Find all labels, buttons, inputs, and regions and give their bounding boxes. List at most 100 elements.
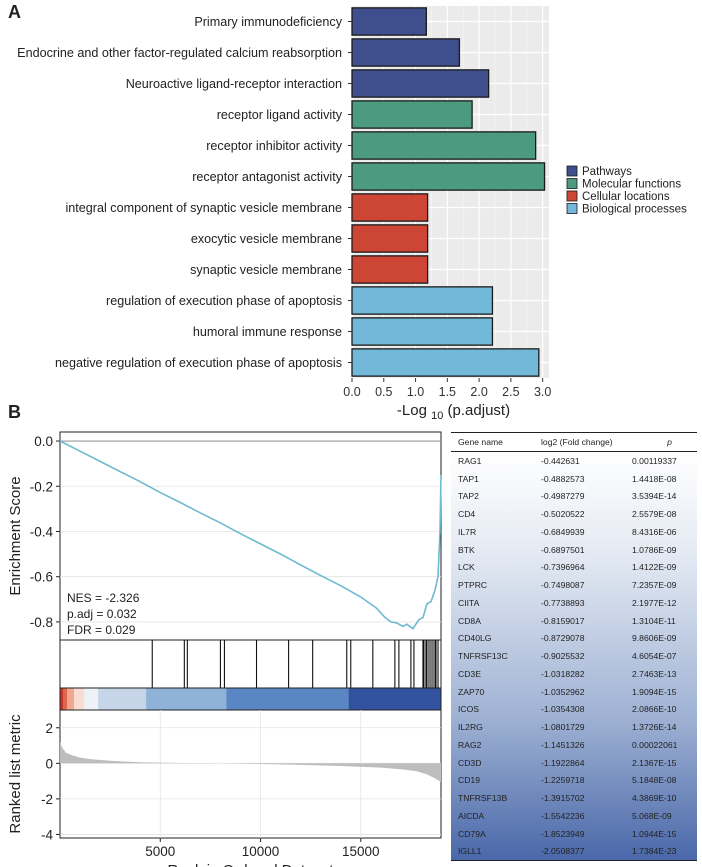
rank-color-segment-4 (74, 688, 85, 710)
fold-change-cell: -0.6849939 (541, 526, 585, 537)
gene-name-cell: CIITA (458, 597, 480, 608)
panel-label-b: B (8, 402, 21, 422)
gene-name-cell: BTK (458, 544, 475, 555)
legend-swatch-cellular (566, 190, 578, 202)
gene-name-cell: AICDA (458, 810, 485, 821)
p-value-cell: 5.068E-09 (632, 810, 672, 821)
fold-change-cell: -2.0508377 (541, 846, 585, 857)
gene-name-cell: CD79A (458, 828, 486, 839)
table-row: TAP2 -0.4987279 3.5394E-14 (451, 488, 697, 506)
metric-y-tick-label-3: -4 (41, 827, 53, 842)
p-value-cell: 0.00022061 (632, 739, 678, 750)
rank-color-segment-3 (67, 688, 75, 710)
metric-x-tick-label-1: 10000 (242, 844, 280, 859)
es-y-axis-title: Enrichment Score (7, 476, 24, 595)
p-value-cell: 1.4122E-09 (632, 562, 677, 573)
fold-change-cell: -1.0354308 (541, 704, 585, 715)
x-axis-title-main: -Log (397, 402, 431, 419)
bar-11 (351, 317, 494, 346)
p-value-cell: 5.1848E-08 (632, 775, 677, 786)
table-row: ICOS -1.0354308 2.0866E-10 (451, 701, 697, 719)
p-value-cell: 1.9094E-15 (632, 686, 677, 697)
bar-1 (351, 7, 428, 36)
bar-12 (351, 348, 540, 377)
table-row: CD3E -1.0318282 2.7463E-13 (451, 665, 697, 683)
table-row: LCK -0.7396964 1.4122E-09 (451, 559, 697, 577)
metric-x-tick-label-0: 5000 (145, 844, 175, 859)
table-row: CD79A -1.8523949 1.0944E-15 (451, 825, 697, 843)
p-value-cell: 1.0786E-09 (632, 544, 677, 555)
es-stat-2: p.adj = 0.032 (67, 607, 137, 621)
x-tick-label-3: 1.5 (439, 385, 456, 399)
fold-change-cell: -1.2259718 (541, 775, 585, 786)
rank-color-segment-5 (84, 688, 99, 710)
fold-change-cell: -0.7396964 (541, 562, 585, 573)
bar-chart-enrichment: Primary immunodeficiency Endocrine and ot… (17, 6, 687, 422)
p-value-cell: 8.4316E-06 (632, 526, 677, 537)
fold-change-cell: -0.442631 (541, 455, 580, 466)
es-y-tick-label-3: -0.6 (30, 570, 53, 585)
header-p: p (667, 437, 672, 447)
es-y-tick-label-0: 0.0 (34, 434, 53, 449)
fold-change-cell: -1.1451326 (541, 739, 585, 750)
x-tick-label-4: 2.0 (470, 385, 487, 399)
fold-change-cell: -0.4987279 (541, 491, 585, 502)
gene-table: Gene name log2 (Fold change) p RAG1 -0.44… (451, 432, 697, 861)
fold-change-cell: -0.8729078 (541, 633, 585, 644)
gene-name-cell: CD3D (458, 757, 482, 768)
table-row: AICDA -1.5542236 5.068E-09 (451, 807, 697, 825)
rank-color-segment-9 (348, 688, 442, 710)
table-row: CD40LG -0.8729078 9.8606E-09 (451, 630, 697, 648)
category-label-4: receptor ligand activity (217, 108, 343, 122)
header-log2-fold-change: log2 (Fold change) (541, 437, 613, 447)
gene-name-cell: TAP1 (458, 473, 479, 484)
legend-label-pathways: Pathways (582, 166, 632, 178)
x-tick-label-1: 0.5 (375, 385, 392, 399)
gene-name-cell: TNFRSF13B (458, 793, 508, 803)
es-y-tick-label-1: -0.2 (30, 479, 53, 494)
legend-label-biological: Biological processes (582, 204, 687, 216)
plot-background-a (352, 6, 549, 378)
table-row: RAG2 -1.1451326 0.00022061 (451, 736, 697, 754)
gsea-plot: 0.0 -0.2 -0.4 -0.6 -0.8 NES = -2.326 p.adj = 0… (7, 431, 442, 867)
legend-label-molecular: Molecular functions (582, 179, 681, 191)
category-label-9: synaptic vesicle membrane (190, 263, 342, 277)
bar-5 (351, 131, 537, 160)
bar-3 (351, 69, 490, 98)
p-value-cell: 4.6054E-07 (632, 651, 677, 661)
category-label-6: receptor antagonist activity (192, 170, 343, 184)
header-gene-name: Gene name (458, 437, 503, 447)
fold-change-cell: -0.5020522 (541, 509, 585, 519)
rank-color-segment-6 (98, 688, 147, 710)
enrichment-score-line (59, 440, 442, 630)
fold-change-cell: -1.8523949 (541, 828, 585, 839)
rank-color-segment-8 (226, 688, 350, 710)
table-row: TNFRSF13C -0.9025532 4.6054E-07 (451, 647, 697, 665)
category-label-3: Neuroactive ligand-receptor interaction (126, 77, 342, 91)
p-value-cell: 2.0866E-10 (632, 704, 677, 715)
p-value-cell: 1.3104E-11 (632, 615, 676, 626)
gene-name-cell: TAP2 (458, 491, 479, 502)
table-row: CD8A -0.8159017 1.3104E-11 (451, 612, 697, 630)
gene-name-cell: RAG2 (458, 739, 482, 750)
x-tick-label-0: 0.0 (343, 385, 360, 399)
table-header: Gene name log2 (Fold change) p (451, 433, 697, 452)
metric-y-axis-title: Ranked list metric (7, 714, 24, 834)
legend-label-cellular: Cellular locations (582, 191, 670, 203)
table-row: CD19 -1.2259718 5.1848E-08 (451, 772, 697, 790)
table-row: CIITA -0.7738893 2.1977E-12 (451, 594, 697, 612)
p-value-cell: 4.3869E-10 (632, 793, 677, 803)
gene-name-cell: IGLL1 (458, 846, 482, 857)
table-row: IL7R -0.6849939 8.4316E-06 (451, 523, 697, 541)
table-row: TNFRSF13B -1.3915702 4.3869E-10 (451, 789, 697, 807)
bar-4 (351, 100, 473, 129)
p-value-cell: 1.0944E-15 (632, 828, 677, 839)
rank-color-segment-1 (60, 688, 64, 710)
bar-2 (351, 38, 461, 67)
x-axis-title-rest: (p.adjust) (443, 402, 510, 419)
fold-change-cell: -1.0352962 (541, 686, 585, 697)
gene-name-cell: CD4 (458, 509, 476, 519)
table-row: CD3D -1.1922864 2.1367E-15 (451, 754, 697, 772)
p-value-cell: 2.1977E-12 (632, 597, 677, 608)
gene-name-cell: PTPRC (458, 580, 488, 590)
